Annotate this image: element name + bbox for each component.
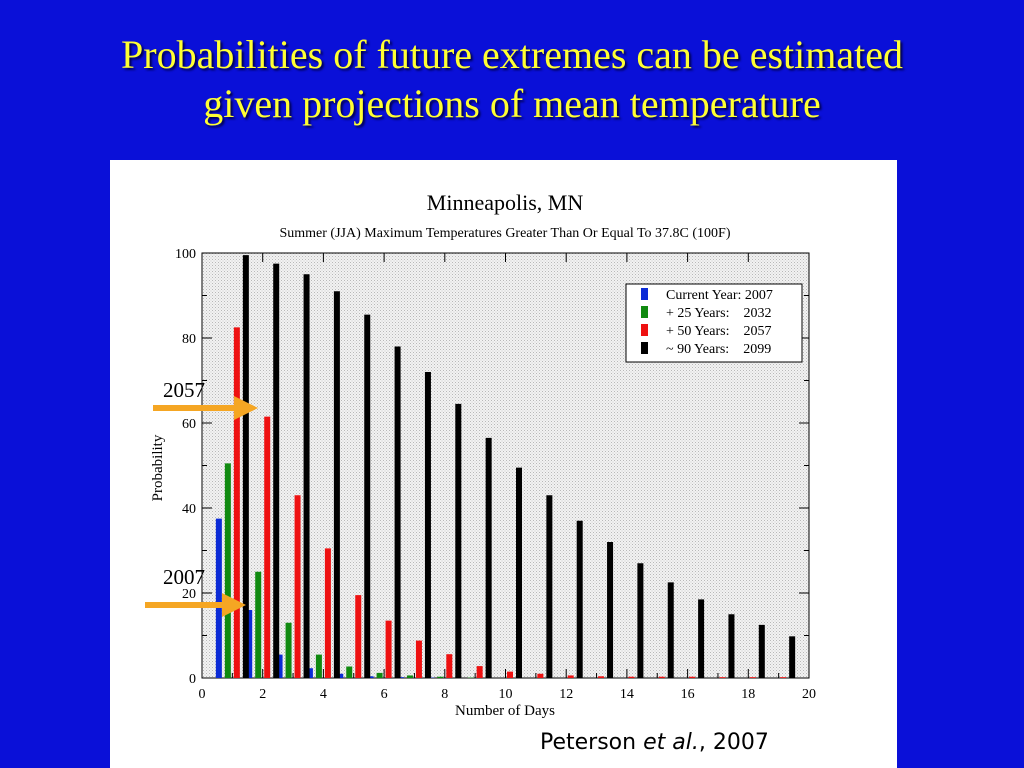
bar-s3-x5 (364, 314, 371, 678)
y-tick-label-100: 100 (175, 247, 196, 262)
chart-figure: Minneapolis, MN Summer (JJA) Maximum Tem… (110, 160, 897, 768)
bar-s3-x19 (789, 636, 796, 678)
bar-s1-x8 (437, 676, 444, 678)
bar-s3-x11 (546, 495, 553, 678)
x-tick-label-0: 0 (199, 687, 206, 702)
legend-swatch-3 (641, 342, 648, 354)
x-axis-label: Number of Days (455, 703, 555, 719)
slide-title-line-1: Probabilities of future extremes can be … (121, 32, 903, 77)
bar-s3-x17 (728, 614, 735, 678)
bar-s0-x3 (276, 654, 283, 678)
bar-s0-x1 (215, 518, 222, 678)
bar-s3-x1 (242, 255, 249, 678)
bar-s1-x6 (376, 672, 383, 678)
bar-s0-x2 (246, 610, 253, 678)
bar-s2-x5 (355, 595, 362, 678)
bar-s2-x4 (324, 548, 331, 678)
annotation-label-2057: 2057 (163, 378, 205, 402)
x-tick-label-18: 18 (741, 687, 755, 702)
legend-label-1: + 25 Years: 2032 (666, 306, 772, 321)
y-tick-label-20: 20 (182, 587, 196, 602)
bar-s3-x14 (637, 563, 644, 678)
bar-s3-x10 (516, 467, 522, 678)
legend-swatch-0 (641, 288, 648, 300)
bar-s2-x15 (658, 676, 665, 678)
bar-s2-x16 (689, 676, 696, 678)
x-tick-label-12: 12 (559, 687, 573, 702)
legend-label-2: + 50 Years: 2057 (666, 324, 772, 339)
slide-title-line-2: given projections of mean temperature (203, 81, 821, 126)
bar-s2-x6 (385, 620, 392, 678)
chart-legend: Current Year: 2007 + 25 Years: 2032 + 50 Y… (625, 283, 803, 363)
bar-s2-x2 (264, 416, 271, 678)
bar-s0-x4 (306, 668, 313, 678)
bars-layer (215, 255, 796, 678)
bar-s1-x1 (224, 463, 231, 678)
legend-swatch-2 (641, 324, 648, 336)
chart-subtitle: Summer (JJA) Maximum Temperatures Greate… (279, 226, 730, 241)
bar-s1-x3 (285, 622, 292, 678)
bar-s3-x15 (667, 582, 674, 678)
bar-s2-x14 (628, 676, 635, 678)
y-tick-label-80: 80 (182, 332, 196, 347)
legend-swatch-1 (641, 306, 648, 318)
x-tick-label-6: 6 (381, 687, 388, 702)
citation-author: Peterson (540, 730, 637, 755)
x-tick-label-8: 8 (441, 687, 448, 702)
bar-s2-x10 (507, 671, 513, 678)
bar-chart: Minneapolis, MN Summer (JJA) Maximum Tem… (150, 190, 816, 719)
legend-label-3: ~ 90 Years: 2099 (666, 342, 771, 357)
legend-label-0: Current Year: 2007 (666, 288, 773, 303)
bar-s2-x9 (476, 666, 483, 678)
bar-s2-x17 (719, 677, 726, 678)
legend-items: Current Year: 2007 + 25 Years: 2032 + 50 Y… (641, 288, 773, 357)
bar-s3-x9 (485, 437, 492, 678)
bar-s3-x16 (698, 599, 705, 678)
x-tick-label-2: 2 (259, 687, 266, 702)
x-tick-label-20: 20 (802, 687, 816, 702)
x-tick-label-4: 4 (320, 687, 327, 702)
bar-s3-x13 (607, 542, 614, 678)
y-axis-label: Probability (150, 434, 166, 501)
citation: Peterson et al., 2007 (540, 730, 769, 755)
bar-s2-x18 (749, 677, 756, 678)
bar-s2-x7 (415, 640, 422, 678)
bar-s3-x8 (455, 403, 462, 678)
bar-s3-x3 (303, 274, 310, 678)
x-tick-label-10: 10 (499, 687, 513, 702)
bar-s2-x3 (294, 495, 301, 678)
annotation-label-2007: 2007 (163, 565, 205, 589)
bar-s1-x4 (315, 654, 322, 678)
y-tick-label-0: 0 (189, 672, 196, 687)
x-tick-label-16: 16 (681, 687, 695, 702)
y-tick-label-40: 40 (182, 502, 196, 517)
bar-s0-x7 (397, 677, 404, 678)
citation-year: , 2007 (698, 730, 769, 755)
bar-s0-x6 (367, 676, 374, 678)
bar-s3-x2 (273, 263, 280, 678)
bar-s3-x18 (758, 624, 765, 678)
x-tick-label-14: 14 (620, 687, 634, 702)
bar-s2-x1 (233, 327, 240, 678)
bar-s1-x5 (346, 666, 353, 678)
bar-s2-x12 (567, 675, 574, 678)
legend-box (625, 283, 803, 363)
bar-s1-x2 (255, 571, 262, 678)
axes-layer: 0 2 4 6 8 10 12 14 16 18 20 0 20 40 60 80 100 (175, 247, 816, 702)
bar-s2-x11 (537, 673, 544, 678)
citation-etal: et al. (643, 730, 699, 755)
chart-title: Minneapolis, MN (427, 190, 584, 215)
bar-s0-x5 (337, 673, 344, 678)
bar-s1-x7 (406, 675, 413, 678)
bar-s2-x8 (446, 654, 453, 678)
y-tick-label-60: 60 (182, 417, 196, 432)
bar-s3-x6 (394, 346, 401, 678)
bar-s2-x19 (780, 677, 787, 678)
slide-title: Probabilities of future extremes can be … (0, 30, 1024, 128)
bar-s3-x7 (424, 372, 431, 678)
bar-s3-x12 (576, 520, 583, 678)
bar-s2-x13 (598, 676, 605, 678)
bar-s3-x4 (333, 291, 340, 678)
